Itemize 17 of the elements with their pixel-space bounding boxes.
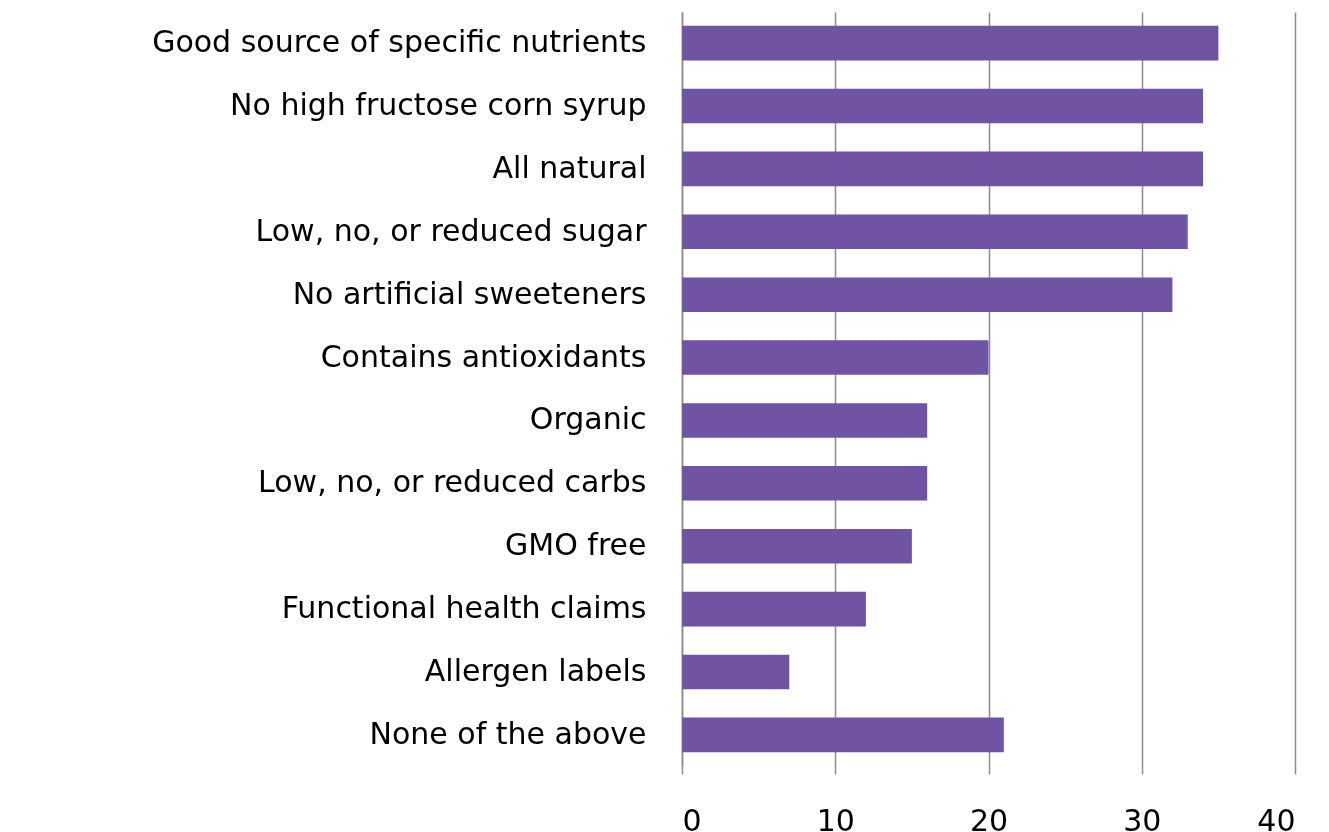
y-tick-label: Contains antioxidants (320, 338, 647, 374)
x-tick-label: 30 (1123, 802, 1162, 832)
x-tick-label: 20 (969, 802, 1009, 832)
y-tick-label: Low, no, or reduced carbs (258, 464, 647, 500)
y-tick-label: Good source of specific nutrients (152, 24, 647, 60)
y-tick-label: GMO free (505, 527, 647, 563)
y-tick-label: No artificial sweeteners (292, 275, 647, 311)
y-tick-label: Allergen labels (424, 652, 647, 688)
x-tick-label: 0 (682, 802, 702, 832)
y-tick-label: Functional health claims (281, 590, 647, 626)
y-tick-label: None of the above (369, 715, 647, 751)
y-tick-label: Low, no, or reduced sugar (255, 212, 648, 248)
x-tick-label: 40 (1257, 802, 1296, 832)
x-tick-label: 10 (816, 802, 855, 832)
y-tick-label: No high fructose corn syrup (230, 87, 647, 123)
y-tick-label: Organic (529, 401, 647, 437)
y-tick-label: All natural (492, 149, 647, 185)
